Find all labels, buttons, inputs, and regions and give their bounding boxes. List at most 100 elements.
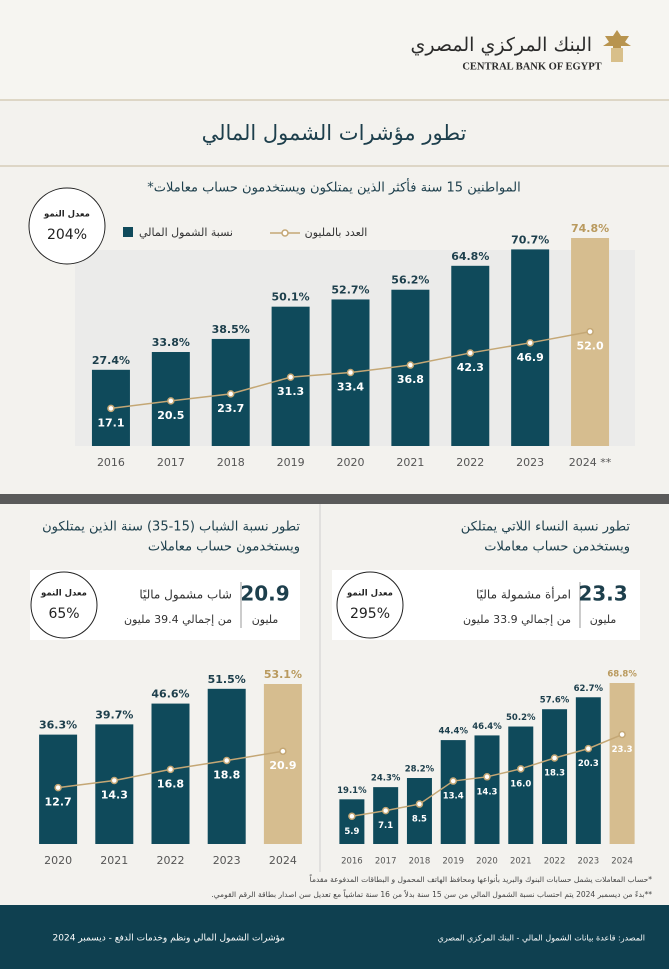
line-value-label: 13.4	[443, 792, 464, 802]
bar	[474, 735, 500, 844]
highlight-label: امرأة مشمولة ماليًا	[476, 587, 571, 603]
bar	[440, 740, 466, 844]
x-tick-label: 2019	[277, 456, 305, 469]
line-marker	[449, 777, 457, 785]
bar	[406, 778, 432, 844]
footnote: **بدءً من ديسمبر 2024 يتم احتساب نسبة ال…	[211, 888, 652, 899]
line-marker	[483, 773, 491, 781]
line-value-label: 16.8	[157, 777, 184, 790]
line-value-label: 14.3	[477, 787, 498, 797]
bar	[609, 683, 635, 844]
line-value-label: 33.4	[337, 381, 364, 394]
line-marker	[167, 397, 175, 405]
line-value-label: 23.3	[612, 745, 633, 755]
bar-value-label: 44.4%	[438, 727, 468, 737]
line-value-label: 52.0	[576, 340, 603, 353]
line-value-label: 14.3	[101, 789, 128, 802]
line-value-label: 17.1	[97, 416, 124, 429]
line-value-label: 20.3	[578, 759, 599, 769]
bar	[151, 703, 190, 844]
line-value-label: 16.0	[510, 779, 531, 789]
line-value-label: 7.1	[378, 821, 393, 831]
bar	[207, 688, 246, 844]
chart-title: ويستخدمن حساب معاملات	[484, 540, 630, 555]
x-tick-label: 2021	[100, 854, 128, 867]
bar-value-label: 52.7%	[331, 283, 369, 296]
line-marker	[466, 349, 475, 357]
bar-value-label: 28.2%	[405, 765, 435, 775]
bar-value-label: 46.4%	[472, 722, 502, 732]
bar	[511, 249, 550, 446]
chart-title: المواطنين 15 سنة فأكثر الذين يمتلكون ويس…	[147, 178, 520, 196]
bar	[575, 697, 601, 844]
x-tick-label: 2017	[375, 857, 397, 867]
line-marker	[381, 806, 390, 815]
chart-title: تطور نسبة الشباب (15-35) سنة الذين يمتلك…	[42, 520, 300, 535]
footer-band	[0, 905, 669, 969]
section-separator	[0, 494, 669, 504]
highlight-unit: مليون	[252, 613, 279, 626]
bar-value-label: 27.4%	[92, 354, 130, 367]
line-marker	[584, 744, 593, 753]
line-marker	[415, 800, 424, 808]
x-tick-label: 2023	[213, 854, 241, 867]
legend-label: نسبة الشمول المالي	[139, 226, 233, 239]
line-marker	[550, 754, 559, 762]
footnote: *حساب المعاملات يشمل حسابات البنوك والبر…	[309, 873, 652, 884]
bar-value-label: 62.7%	[574, 684, 604, 694]
bar	[508, 726, 534, 844]
bar	[263, 684, 302, 844]
bar-value-label: 50.1%	[272, 291, 310, 304]
bar-value-label: 33.8%	[152, 336, 190, 349]
footer-right: المصدر: قاعدة بيانات الشمول المالي - الب…	[438, 934, 645, 943]
bar-value-label: 19.1%	[337, 786, 367, 796]
line-marker	[346, 368, 355, 377]
line-marker	[348, 812, 356, 821]
bar	[542, 709, 568, 844]
x-tick-label: 2022	[456, 456, 484, 469]
chart-title: تطور نسبة النساء اللاتي يمتلكن	[461, 520, 631, 535]
bar-value-label: 57.6%	[540, 696, 570, 706]
growth-label: معدل النمو	[43, 210, 90, 220]
x-tick-label: 2016	[97, 456, 125, 469]
header-band	[0, 0, 669, 100]
line-marker	[618, 730, 626, 739]
line-marker	[166, 765, 175, 774]
line-value-label: 42.3	[457, 361, 484, 374]
x-tick-label: 2020	[337, 456, 365, 469]
x-tick-label: 2022	[544, 857, 566, 867]
bar-value-label: 50.2%	[506, 713, 536, 723]
bar	[571, 238, 610, 446]
line-value-label: 8.5	[412, 815, 427, 825]
x-tick-label: 2023	[578, 857, 600, 867]
x-tick-label: 2022	[157, 854, 185, 867]
bar-value-label: 68.8%	[607, 670, 637, 680]
growth-value: 65%	[48, 606, 79, 622]
line-value-label: 18.3	[544, 769, 565, 779]
growth-circle	[336, 571, 404, 639]
highlight-note: من إجمالي 33.9 مليون	[463, 613, 571, 626]
x-tick-label: 2021	[396, 456, 424, 469]
x-tick-label: 2017	[157, 456, 185, 469]
x-tick-label: 2018	[217, 456, 245, 469]
line-marker	[222, 756, 231, 765]
bar	[373, 787, 399, 844]
line-value-label: 31.3	[277, 385, 304, 398]
line-value-label: 36.8	[397, 373, 424, 386]
logo-english: CENTRAL BANK OF EGYPT	[462, 61, 601, 72]
line-value-label: 23.7	[217, 402, 244, 415]
line-marker	[286, 373, 295, 381]
bar-value-label: 36.3%	[39, 719, 77, 732]
x-tick-label: 2023	[516, 456, 544, 469]
bar-value-label: 24.3%	[371, 774, 401, 784]
bar-value-label: 74.8%	[571, 222, 609, 235]
x-tick-label: 2020	[44, 854, 72, 867]
x-tick-label: 2018	[409, 857, 431, 867]
line-value-label: 46.9	[517, 351, 544, 364]
highlight-unit: مليون	[590, 613, 617, 626]
line-marker	[110, 776, 119, 785]
logo-arabic: البنك المركزي المصري	[411, 34, 592, 56]
x-tick-label: 2024	[611, 857, 633, 867]
bar-value-label: 70.7%	[511, 233, 549, 246]
